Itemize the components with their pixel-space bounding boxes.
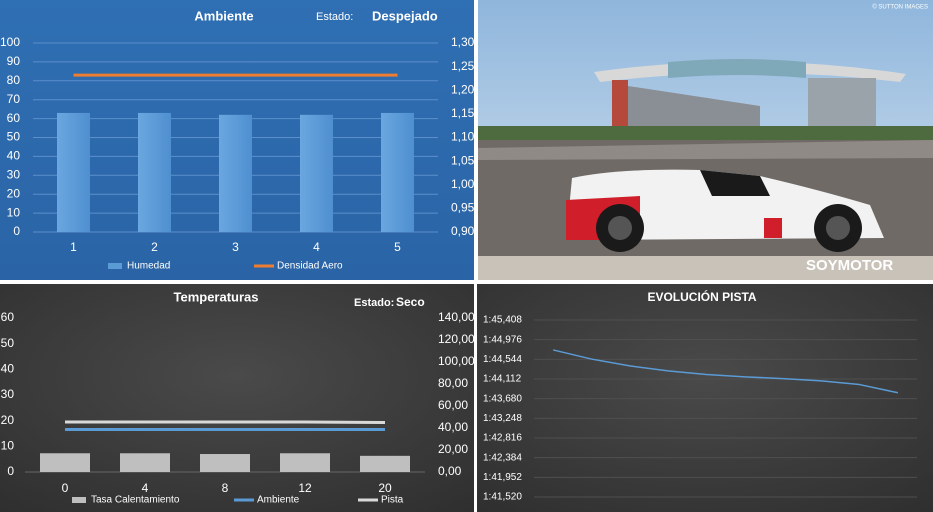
x-tick-label: 12	[298, 481, 312, 495]
line-series	[552, 349, 899, 394]
x-tick-label: 5	[394, 240, 401, 254]
y-tick-label: 20	[1, 413, 15, 427]
bar	[219, 114, 252, 232]
legend-label: Ambiente	[257, 495, 300, 506]
annotation: Estado:	[316, 11, 353, 23]
y2-tick-label: 1,00	[451, 177, 475, 191]
bar	[360, 455, 410, 472]
y-tick-label: 1:44,976	[483, 334, 522, 345]
y2-tick-label: 1,15	[451, 106, 475, 120]
y-tick-label: 1:42,384	[483, 452, 522, 463]
chart-title: EVOLUCIÓN PISTA	[647, 289, 756, 304]
y2-tick-label: 1,25	[451, 59, 475, 73]
bar	[280, 453, 330, 472]
legend-swatch	[72, 497, 86, 503]
y-tick-label: 30	[1, 387, 15, 401]
x-tick-label: 4	[142, 481, 149, 495]
y-tick-label: 50	[7, 130, 21, 144]
y-tick-label: 0	[7, 464, 14, 478]
bar	[40, 453, 90, 472]
x-tick-label: 4	[313, 240, 320, 254]
y-tick-label: 40	[7, 149, 21, 163]
x-tick-label: 2	[151, 240, 158, 254]
y-tick-label: 1:44,544	[483, 354, 522, 365]
y2-tick-label: 1,05	[451, 153, 475, 167]
bar	[57, 112, 90, 232]
y-tick-label: 100	[0, 35, 20, 49]
y-tick-label: 50	[1, 336, 15, 350]
legend-label: Pista	[381, 495, 404, 506]
photo-watermark: SOYMOTOR	[806, 257, 893, 274]
bar	[200, 454, 250, 472]
legend-label: Tasa Calentamiento	[91, 495, 180, 506]
y-tick-label: 60	[1, 310, 15, 324]
bar	[300, 114, 333, 232]
y2-tick-label: 0,95	[451, 201, 475, 215]
y2-tick-label: 100,00	[438, 354, 475, 368]
panel-evolucion	[477, 284, 933, 512]
x-tick-label: 20	[378, 481, 392, 495]
y2-tick-label: 1,30	[451, 35, 475, 49]
y-tick-label: 1:44,112	[483, 374, 522, 385]
y2-tick-label: 60,00	[438, 398, 468, 412]
y-tick-label: 10	[7, 205, 21, 219]
y-tick-label: 90	[7, 54, 21, 68]
photo	[478, 0, 933, 280]
y-tick-label: 80	[7, 73, 21, 87]
legend-swatch	[108, 263, 122, 269]
photo-credit: © SUTTON IMAGES	[872, 4, 928, 11]
y-tick-label: 40	[1, 362, 15, 376]
y-tick-label: 60	[7, 111, 21, 125]
y-tick-label: 1:41,952	[483, 472, 522, 483]
bar	[138, 112, 171, 232]
y-tick-label: 70	[7, 92, 21, 106]
x-tick-label: 0	[62, 481, 69, 495]
x-tick-label: 1	[70, 240, 77, 254]
panel-temperaturas	[0, 284, 474, 512]
bar	[120, 453, 170, 472]
y2-tick-label: 40,00	[438, 420, 468, 434]
x-tick-label: 8	[222, 481, 229, 495]
y2-tick-label: 1,10	[451, 130, 475, 144]
y2-tick-label: 0,00	[438, 464, 462, 478]
x-tick-label: 3	[232, 240, 239, 254]
y-tick-label: 1:45,408	[483, 315, 522, 326]
annotation: Seco	[396, 295, 425, 309]
y2-tick-label: 0,90	[451, 224, 475, 238]
chart-title: Ambiente	[194, 8, 253, 23]
y2-tick-label: 1,20	[451, 82, 475, 96]
annotation: Estado:	[354, 297, 394, 309]
y2-tick-label: 20,00	[438, 442, 468, 456]
legend-label: Densidad Aero	[277, 261, 343, 272]
y-tick-label: 20	[7, 186, 21, 200]
y2-tick-label: 120,00	[438, 332, 475, 346]
y-tick-label: 1:42,816	[483, 433, 522, 444]
chart-title: Temperaturas	[173, 289, 258, 304]
y-tick-label: 1:43,248	[483, 413, 522, 424]
annotation: Despejado	[372, 8, 438, 23]
y-tick-label: 10	[1, 439, 15, 453]
bar	[381, 112, 414, 232]
y-tick-label: 30	[7, 167, 21, 181]
legend-label: Humedad	[127, 261, 170, 272]
y2-tick-label: 140,00	[438, 310, 475, 324]
y-tick-label: 1:43,680	[483, 393, 522, 404]
y-tick-label: 1:41,520	[483, 492, 522, 503]
y-tick-label: 0	[13, 224, 20, 238]
y2-tick-label: 80,00	[438, 376, 468, 390]
